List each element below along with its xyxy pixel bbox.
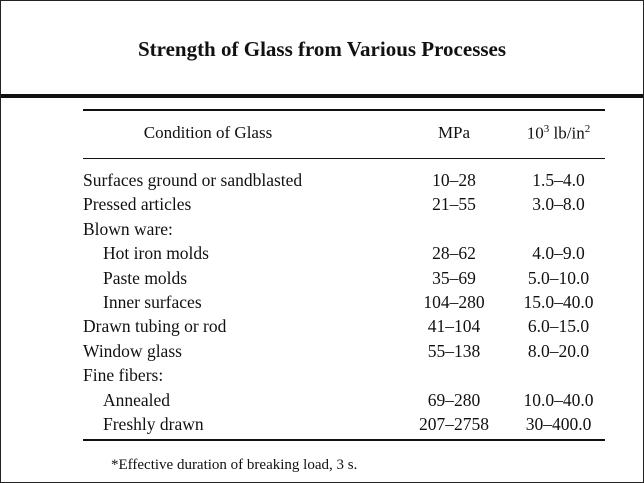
cell-psi: 15.0–40.0	[523, 291, 594, 312]
cell-mpa: 207–2758	[419, 413, 489, 434]
table-row: Fine fibers:	[83, 363, 605, 387]
cell-psi: 8.0–20.0	[527, 340, 590, 361]
table-row: Hot iron molds 28–62 4.0–9.0	[83, 241, 605, 265]
cell-mpa: 69–280	[427, 389, 481, 410]
table-body: Surfaces ground or sandblasted 10–28 1.5–4…	[83, 168, 605, 436]
table-row: Pressed articles 21–55 3.0–8.0	[83, 192, 605, 216]
cell-condition: Freshly drawn	[103, 413, 204, 434]
cell-condition: Window glass	[83, 340, 182, 361]
table-top-rule	[83, 109, 605, 111]
psi-base: 10	[526, 123, 544, 143]
psi-exponent: 3	[543, 123, 550, 135]
cell-condition: Pressed articles	[83, 194, 192, 215]
page-title: Strength of Glass from Various Processes	[137, 37, 507, 61]
cell-mpa: 10–28	[432, 170, 476, 190]
cell-mpa: 35–69	[432, 267, 476, 288]
table-row: Drawn tubing or rod 41–104 6.0–15.0	[83, 314, 605, 338]
footnote: *Effective duration of breaking load, 3 …	[111, 457, 358, 473]
cell-mpa: 55–138	[427, 340, 481, 361]
table-row: Paste molds 35–69 5.0–10.0	[83, 266, 605, 290]
cell-condition: Paste molds	[103, 267, 188, 288]
cell-mpa: 41–104	[427, 316, 481, 337]
cell-condition: Fine fibers:	[83, 365, 164, 386]
cell-psi: 6.0–15.0	[527, 316, 590, 337]
cell-psi: 10.0–40.0	[523, 389, 594, 410]
column-header-psi: 103 lb/in2	[496, 123, 621, 144]
header-rule	[83, 158, 605, 159]
column-header-mpa: MPa	[437, 123, 471, 142]
cell-condition: Surfaces ground or sandblasted	[83, 170, 303, 190]
cell-mpa: 28–62	[432, 243, 476, 264]
table-row: Annealed 69–280 10.0–40.0	[83, 388, 605, 412]
cell-condition: Hot iron molds	[103, 243, 209, 264]
cell-psi: 1.5–4.0	[532, 170, 585, 190]
cell-condition: Annealed	[103, 389, 171, 410]
table-row: Window glass 55–138 8.0–20.0	[83, 339, 605, 363]
psi-unit-exponent: 2	[584, 123, 591, 135]
table-row: Freshly drawn 207–2758 30–400.0	[83, 412, 605, 436]
table-row: Surfaces ground or sandblasted 10–28 1.5–4…	[83, 168, 605, 192]
cell-psi: 5.0–10.0	[527, 267, 590, 288]
cell-psi: 30–400.0	[525, 413, 592, 434]
title-divider	[1, 94, 643, 98]
cell-condition: Inner surfaces	[103, 291, 202, 312]
cell-condition: Drawn tubing or rod	[83, 316, 227, 337]
table-row: Inner surfaces 104–280 15.0–40.0	[83, 290, 605, 314]
column-header-condition: Condition of Glass	[143, 123, 273, 142]
cell-mpa: 21–55	[432, 194, 476, 215]
psi-unit: lb/in	[553, 123, 585, 143]
cell-mpa: 104–280	[423, 291, 485, 312]
cell-psi: 3.0–8.0	[532, 194, 585, 215]
cell-condition: Blown ware:	[83, 218, 173, 239]
cell-psi: 4.0–9.0	[532, 243, 585, 264]
table-row: Blown ware:	[83, 217, 605, 241]
table-bottom-rule	[83, 439, 605, 441]
